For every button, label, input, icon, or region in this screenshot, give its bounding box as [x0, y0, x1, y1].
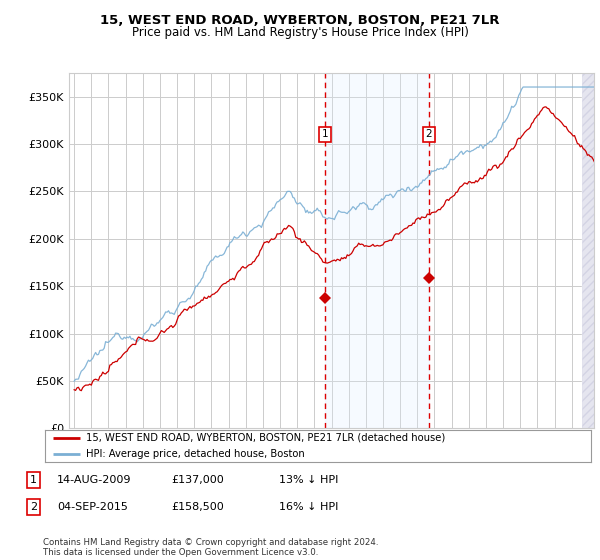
Text: 2: 2 [30, 502, 37, 512]
Text: HPI: Average price, detached house, Boston: HPI: Average price, detached house, Bost… [86, 449, 305, 459]
Text: Price paid vs. HM Land Registry's House Price Index (HPI): Price paid vs. HM Land Registry's House … [131, 26, 469, 39]
Text: £137,000: £137,000 [171, 475, 224, 485]
Text: 1: 1 [30, 475, 37, 485]
Bar [581, 73, 594, 428]
Text: 15, WEST END ROAD, WYBERTON, BOSTON, PE21 7LR (detached house): 15, WEST END ROAD, WYBERTON, BOSTON, PE2… [86, 433, 445, 443]
Text: £158,500: £158,500 [171, 502, 224, 512]
Text: 15, WEST END ROAD, WYBERTON, BOSTON, PE21 7LR: 15, WEST END ROAD, WYBERTON, BOSTON, PE2… [100, 14, 500, 27]
Text: 1: 1 [322, 129, 328, 139]
Text: 2: 2 [425, 129, 432, 139]
Text: 16% ↓ HPI: 16% ↓ HPI [279, 502, 338, 512]
Bar [325, 73, 429, 428]
Text: 04-SEP-2015: 04-SEP-2015 [57, 502, 128, 512]
Text: Contains HM Land Registry data © Crown copyright and database right 2024.
This d: Contains HM Land Registry data © Crown c… [43, 538, 379, 557]
Bar [581, 73, 594, 428]
Text: 14-AUG-2009: 14-AUG-2009 [57, 475, 131, 485]
Text: 13% ↓ HPI: 13% ↓ HPI [279, 475, 338, 485]
